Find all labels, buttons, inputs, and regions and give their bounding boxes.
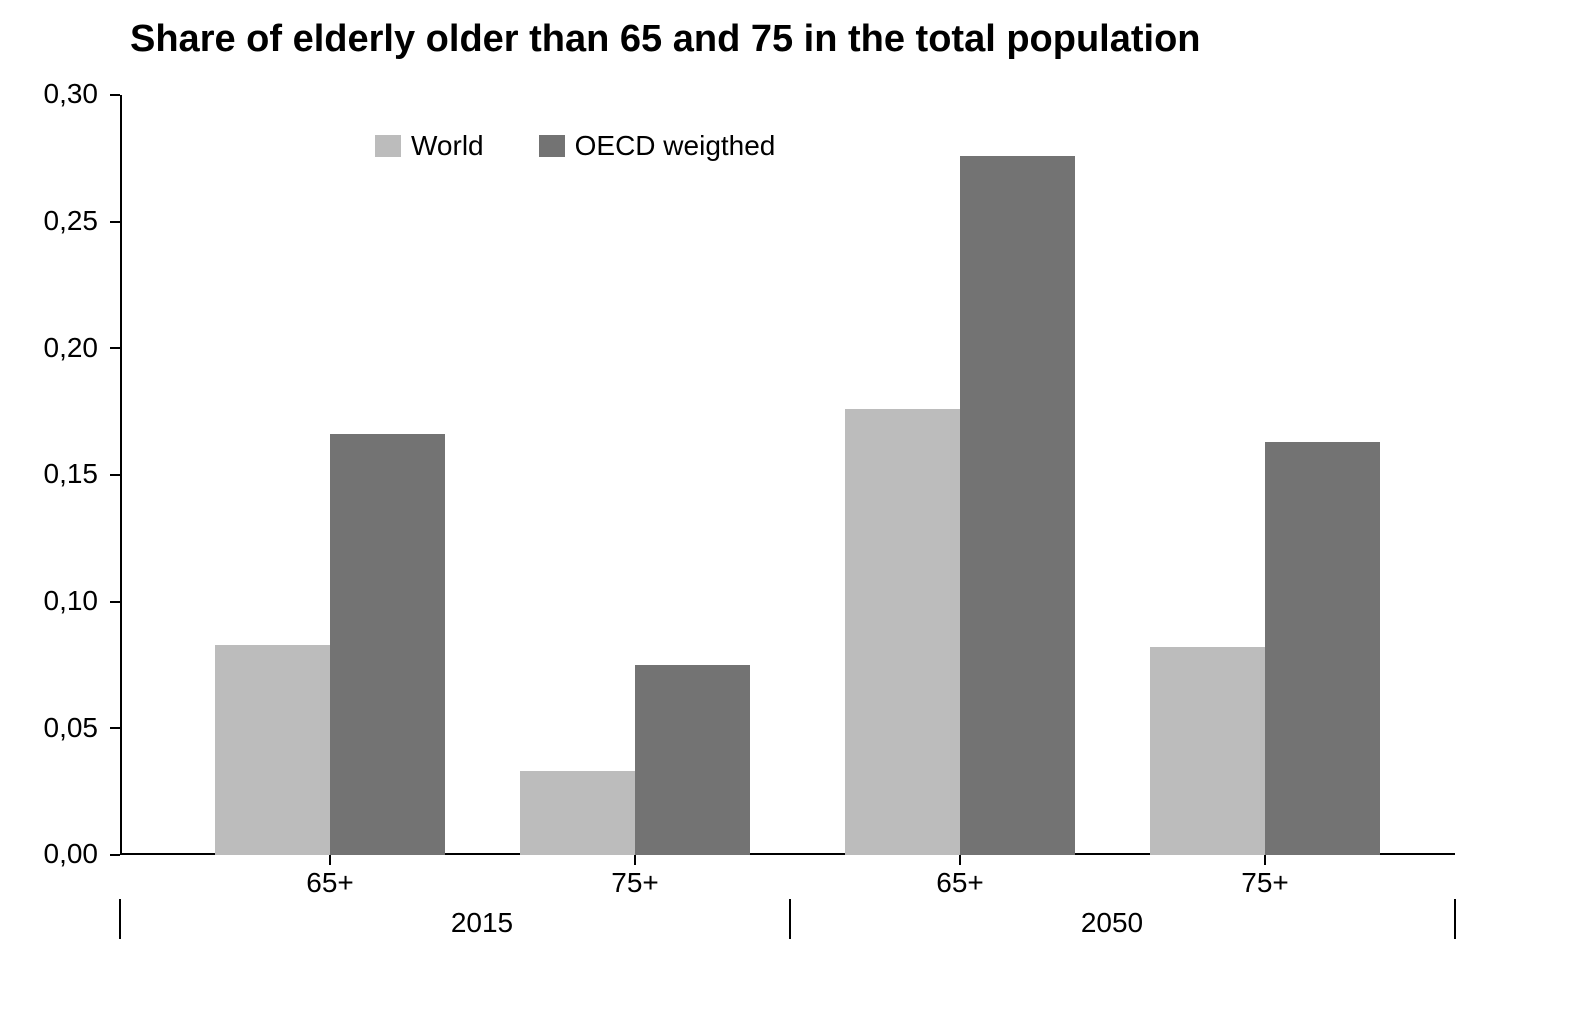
legend: World OECD weigthed (375, 130, 775, 162)
y-tick (110, 727, 120, 729)
chart-title: Share of elderly older than 65 and 75 in… (130, 18, 1201, 61)
x-tick (959, 855, 961, 865)
y-tick (110, 474, 120, 476)
y-tick-label: 0,15 (0, 458, 98, 490)
bar-world (845, 409, 960, 855)
y-tick-label: 0,25 (0, 205, 98, 237)
y-tick (110, 94, 120, 96)
y-tick (110, 347, 120, 349)
legend-label: OECD weigthed (575, 130, 776, 162)
x-tick (634, 855, 636, 865)
category-label: 65+ (900, 867, 1020, 899)
y-tick (110, 601, 120, 603)
y-tick-label: 0,30 (0, 78, 98, 110)
legend-swatch (375, 135, 401, 157)
year-label: 2015 (402, 907, 562, 939)
y-tick-label: 0,05 (0, 712, 98, 744)
legend-swatch (539, 135, 565, 157)
group-divider (789, 899, 791, 939)
chart-container: Share of elderly older than 65 and 75 in… (0, 0, 1594, 1016)
bar-world (1150, 647, 1265, 855)
legend-label: World (411, 130, 484, 162)
bar-oecd-weigthed (1265, 442, 1380, 855)
y-tick (110, 854, 120, 856)
bar-world (215, 645, 330, 855)
bar-oecd-weigthed (635, 665, 750, 855)
bar-oecd-weigthed (960, 156, 1075, 855)
legend-item-world: World (375, 130, 484, 162)
group-divider (119, 899, 121, 939)
x-tick (1264, 855, 1266, 865)
y-tick-label: 0,20 (0, 332, 98, 364)
category-label: 65+ (270, 867, 390, 899)
x-tick (329, 855, 331, 865)
y-tick-label: 0,00 (0, 838, 98, 870)
bar-world (520, 771, 635, 855)
category-label: 75+ (1205, 867, 1325, 899)
category-label: 75+ (575, 867, 695, 899)
y-axis-line (120, 95, 122, 855)
bar-oecd-weigthed (330, 434, 445, 855)
year-label: 2050 (1032, 907, 1192, 939)
y-tick (110, 221, 120, 223)
y-tick-label: 0,10 (0, 585, 98, 617)
group-divider (1454, 899, 1456, 939)
plot-area (120, 95, 1455, 855)
legend-item-oecd-weigthed: OECD weigthed (539, 130, 776, 162)
